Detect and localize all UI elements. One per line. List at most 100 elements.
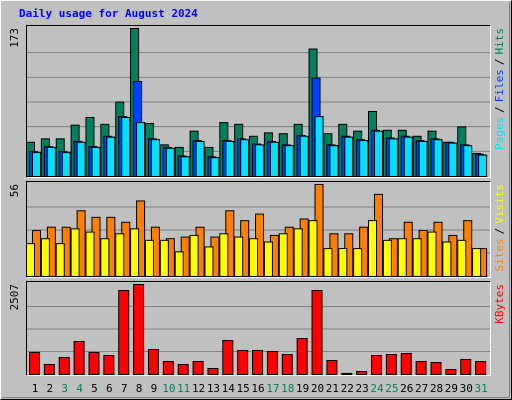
bar [130, 228, 140, 278]
bar [29, 351, 40, 376]
bar [415, 361, 427, 376]
x-tick-label: 26 [400, 382, 413, 395]
bar [85, 231, 95, 277]
y-tick-label: 173 [8, 28, 21, 48]
bar [249, 238, 259, 277]
x-tick-label: 9 [151, 382, 158, 395]
legend-separator: / [493, 228, 506, 235]
bar [118, 289, 130, 375]
bar [159, 239, 169, 278]
legend-label: Pages [493, 117, 506, 150]
bar [162, 361, 174, 376]
bar [147, 349, 159, 375]
bar [311, 289, 323, 375]
bar [368, 220, 378, 277]
bar [73, 341, 85, 375]
x-tick-label: 8 [136, 382, 143, 395]
bar [180, 156, 190, 177]
bar [32, 152, 41, 178]
bar [76, 141, 86, 178]
bar [43, 363, 55, 375]
x-tick-label: 21 [326, 382, 339, 395]
bar [326, 359, 338, 376]
legend: Pages / Files / Hits [493, 28, 506, 150]
bar [222, 340, 234, 376]
bar [106, 136, 116, 177]
x-tick-label: 17 [266, 382, 279, 395]
plot-edge [26, 281, 491, 376]
bar [46, 146, 56, 178]
bar [382, 239, 392, 278]
bar [460, 358, 472, 376]
x-tick-label: 13 [207, 382, 220, 395]
bar [478, 154, 488, 177]
bar [225, 140, 235, 177]
bar [165, 147, 175, 177]
bar [457, 239, 467, 278]
x-tick-label: 31 [474, 382, 487, 395]
x-tick-label: 28 [430, 382, 443, 395]
bar [281, 354, 293, 376]
bar [475, 361, 487, 376]
bar [234, 236, 244, 277]
x-tick-label: 5 [91, 382, 98, 395]
bar [40, 238, 50, 277]
bar [359, 140, 369, 178]
plot-edge [26, 181, 491, 278]
plot-edge [26, 25, 491, 178]
bar [442, 241, 452, 277]
bar [397, 238, 407, 277]
bar [323, 248, 333, 277]
x-tick-label: 24 [370, 382, 384, 395]
legend-separator: / [493, 106, 506, 113]
bar [177, 363, 189, 375]
bar [100, 238, 110, 277]
bar [314, 116, 324, 177]
bar [55, 243, 65, 277]
bar [463, 145, 473, 178]
bar [70, 228, 80, 278]
bar [174, 251, 184, 278]
legend: KBytes [493, 284, 506, 324]
bar [293, 228, 303, 278]
x-tick-label: 19 [296, 382, 309, 395]
bar [240, 139, 250, 177]
bar [430, 362, 442, 376]
x-tick-label: 6 [106, 382, 113, 395]
bar [133, 284, 145, 375]
bar [329, 145, 339, 178]
x-tick-label: 25 [385, 382, 398, 395]
bar [338, 248, 348, 277]
bar [388, 138, 398, 177]
bar [278, 233, 288, 278]
bar [308, 220, 318, 277]
x-tick-label: 4 [76, 382, 83, 395]
bar [299, 135, 309, 177]
chart-title: Daily usage for August 2024 [19, 7, 198, 20]
bar [219, 233, 229, 278]
bar [115, 233, 125, 278]
bar [88, 351, 100, 376]
bar [103, 355, 115, 376]
bar [412, 238, 422, 277]
bar [356, 370, 368, 375]
legend-label: KBytes [493, 284, 506, 324]
bar [418, 140, 428, 177]
bar [385, 354, 397, 376]
bar [192, 361, 204, 376]
x-tick-label: 22 [341, 382, 354, 395]
bar [91, 146, 101, 178]
x-tick-label: 10 [162, 382, 175, 395]
bar [344, 136, 354, 177]
x-tick-label: 16 [251, 382, 264, 395]
bar [61, 152, 71, 178]
x-tick-label: 30 [460, 382, 473, 395]
x-tick-label: 11 [177, 382, 190, 395]
bar [26, 243, 35, 277]
x-tick-label: 3 [61, 382, 68, 395]
legend-label: Sites [493, 238, 506, 271]
legend-label: Visits [493, 184, 506, 224]
legend-label: Files [493, 69, 506, 102]
